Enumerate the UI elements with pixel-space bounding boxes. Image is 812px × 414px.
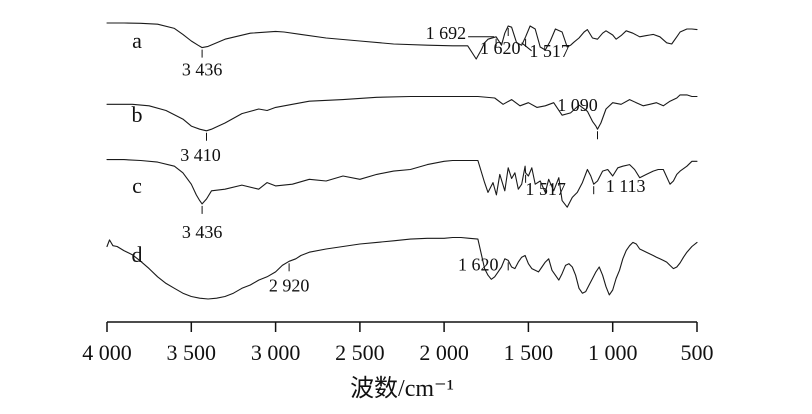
series-d-line bbox=[106, 236, 698, 300]
peak-label-c-1517: 1 517 bbox=[525, 179, 566, 199]
x-tick-label-3000: 3 000 bbox=[251, 340, 301, 365]
series-b: b 3 410 1 090 bbox=[106, 94, 698, 165]
peak-label-d-1620: 1 620 bbox=[458, 254, 499, 274]
x-tick-label-4000: 4 000 bbox=[82, 340, 132, 365]
x-tick-label-3500: 3 500 bbox=[167, 340, 217, 365]
series-a: a 3 436 1 692 1 620 1 517 bbox=[106, 22, 698, 80]
x-axis-label: 波数/cm⁻¹ bbox=[350, 375, 454, 402]
peak-label-c-3436: 3 436 bbox=[182, 222, 223, 242]
series-c-line bbox=[106, 159, 698, 208]
peak-label-a-1692: 1 692 bbox=[426, 23, 467, 43]
peak-label-c-1113: 1 113 bbox=[606, 176, 646, 196]
peak-leader-a-1517 bbox=[521, 42, 532, 52]
series-b-label: b bbox=[132, 102, 143, 127]
peak-label-a-1620: 1 620 bbox=[480, 38, 521, 58]
x-tick-label-1000: 1 000 bbox=[588, 340, 638, 365]
x-tick-label-2000: 2 000 bbox=[419, 340, 469, 365]
peak-label-a-1517: 1 517 bbox=[529, 41, 570, 61]
series-b-line bbox=[106, 94, 698, 132]
peak-label-d-2920: 2 920 bbox=[269, 275, 310, 295]
peak-label-b-3410: 3 410 bbox=[180, 145, 221, 165]
series-a-line bbox=[106, 22, 698, 60]
series-d: d 2 920 1 620 bbox=[106, 236, 698, 300]
peak-label-b-1090: 1 090 bbox=[557, 95, 598, 115]
x-tick-label-2500: 2 500 bbox=[335, 340, 385, 365]
series-c: c 3 436 1 517 1 113 bbox=[106, 159, 698, 242]
x-tick-label-500: 500 bbox=[681, 340, 714, 365]
x-axis-ticks: 4 000 3 500 3 000 2 500 2 000 1 500 1 000 500 bbox=[82, 322, 714, 365]
peak-label-a-3436: 3 436 bbox=[182, 60, 223, 80]
series-d-label: d bbox=[132, 242, 143, 267]
x-tick-label-1500: 1 500 bbox=[504, 340, 554, 365]
plot-area: a 3 436 1 692 1 620 1 517 b 3 410 1 090 c 3 436 1 … bbox=[106, 22, 698, 300]
series-c-label: c bbox=[132, 173, 142, 198]
series-a-label: a bbox=[132, 28, 142, 53]
